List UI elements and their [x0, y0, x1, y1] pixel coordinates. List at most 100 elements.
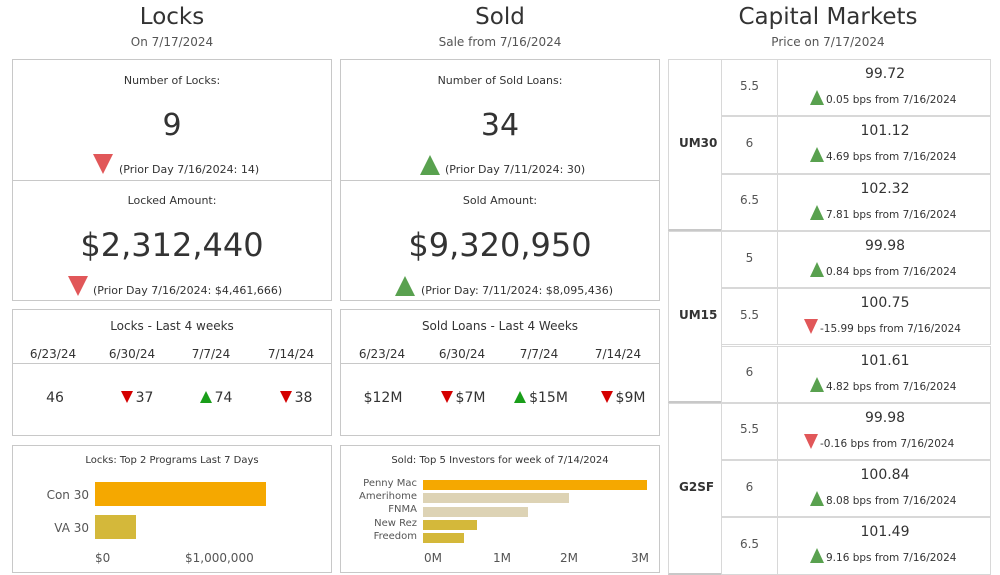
sold-amount-value: $9,320,950 — [408, 226, 592, 264]
locks-week-date: 7/7/24 — [191, 347, 231, 361]
bar[interactable] — [423, 480, 647, 490]
axis-tick-label: $0 — [95, 551, 111, 565]
bar[interactable] — [423, 493, 569, 504]
sold-week-value: $12M — [363, 390, 403, 406]
sold-investors-card[interactable]: Sold: Top 5 Investors for week of 7/14/2… — [340, 445, 660, 573]
sold-week-date: 7/14/24 — [594, 347, 642, 361]
price-cell[interactable]: 100.84 8.08 bps from 7/16/2024 — [777, 460, 991, 518]
price-value: 101.61 — [860, 352, 910, 369]
price-change: 0.05 bps from 7/16/2024 — [810, 90, 956, 106]
sold-kpi-card[interactable]: Number of Sold Loans: 34 (Prior Day 7/11… — [340, 59, 660, 301]
capital-markets-table[interactable]: UM30 5.5 99.72 0.05 bps from 7/16/2024 6 101.… — [668, 59, 991, 575]
locks-count-down-icon — [93, 154, 113, 174]
bar-category-label: VA 30 — [54, 521, 89, 535]
locks-title: Locks — [139, 4, 205, 30]
axis-tick-label: 0M — [424, 551, 442, 565]
trend-up-icon — [810, 147, 824, 163]
price-value: 100.75 — [860, 295, 910, 312]
trend-up-icon — [199, 391, 212, 403]
coupon-cell: 5.5 — [721, 402, 778, 461]
program-cell: UM15 — [668, 230, 722, 403]
coupon-label: 6 — [745, 479, 754, 494]
price-change: 0.84 bps from 7/16/2024 — [810, 261, 956, 278]
price-change: 4.69 bps from 7/16/2024 — [810, 147, 956, 163]
coupon-label: 6.5 — [739, 193, 760, 208]
price-cell[interactable]: 101.61 4.82 bps from 7/16/2024 — [777, 345, 991, 403]
price-value: 99.72 — [864, 66, 906, 82]
price-value: 100.84 — [860, 467, 910, 484]
sold-week-value: $7M — [423, 390, 503, 406]
coupon-label: 6 — [745, 365, 754, 380]
coupon-label: 5.5 — [739, 307, 760, 322]
sold-title: Sold — [475, 4, 525, 30]
locks-weeks-card[interactable]: Locks - Last 4 weeks 6/23/24 6/30/24 7/7… — [12, 309, 332, 436]
price-cell[interactable]: 99.98 -0.16 bps from 7/16/2024 — [777, 402, 991, 461]
trend-down-icon — [120, 391, 133, 403]
sold-weeks-title: Sold Loans - Last 4 Weeks — [421, 319, 579, 333]
locks-programs-card[interactable]: Locks: Top 2 Programs Last 7 Days Con 30… — [12, 445, 332, 573]
coupon-label: 5.5 — [739, 422, 760, 437]
price-value: 101.49 — [860, 524, 910, 541]
bar-category-label: Con 30 — [46, 488, 89, 502]
locks-week-value: 38 — [256, 390, 336, 406]
price-value: 99.98 — [864, 237, 906, 254]
price-cell[interactable]: 102.32 7.81 bps from 7/16/2024 — [777, 173, 991, 231]
sold-count-prior: (Prior Day 7/11/2024: 30) — [445, 163, 586, 176]
trend-up-icon — [810, 376, 824, 392]
sold-investors-bars — [423, 479, 649, 545]
price-value: 101.12 — [860, 123, 910, 140]
sold-count-up-icon — [420, 155, 440, 175]
locks-programs-title: Locks: Top 2 Programs Last 7 Days — [85, 455, 259, 466]
bar-category-label: New Rez — [374, 518, 417, 529]
sold-amount-prior: (Prior Day: 7/11/2024: $8,095,436) — [421, 284, 614, 297]
locks-count-value: 9 — [162, 108, 182, 143]
trend-up-icon — [514, 391, 527, 403]
sold-week-value: $15M — [501, 390, 581, 406]
sold-amount-up-icon — [395, 276, 415, 296]
program-cell: UM30 — [668, 59, 722, 231]
locks-weeks-title: Locks - Last 4 weeks — [110, 319, 234, 333]
coupon-label: 5 — [745, 250, 754, 265]
trend-up-icon — [810, 204, 824, 220]
price-cell[interactable]: 101.12 4.69 bps from 7/16/2024 — [777, 116, 991, 174]
divider — [13, 180, 331, 181]
program-cell: G2SF — [668, 402, 722, 575]
sold-week-date: 6/23/24 — [358, 347, 406, 361]
price-cell[interactable]: 99.98 0.84 bps from 7/16/2024 — [777, 230, 991, 289]
price-cell[interactable]: 100.75 -15.99 bps from 7/16/2024 — [777, 288, 991, 346]
price-change: 8.08 bps from 7/16/2024 — [810, 491, 956, 507]
program-label: UM15 — [679, 307, 718, 322]
axis-tick-label: $1,000,000 — [185, 551, 254, 565]
locks-amount-prior: (Prior Day 7/16/2024: $4,461,666) — [93, 284, 283, 297]
sold-subtitle: Sale from 7/16/2024 — [438, 35, 562, 49]
coupon-label: 6.5 — [739, 537, 760, 552]
locks-amount-down-icon — [68, 276, 88, 296]
divider — [341, 363, 659, 364]
locks-kpi-card[interactable]: Number of Locks: 9 (Prior Day 7/16/2024:… — [12, 59, 332, 301]
program-label: UM30 — [679, 135, 718, 150]
coupon-cell: 5.5 — [721, 288, 778, 346]
price-cell[interactable]: 99.72 0.05 bps from 7/16/2024 — [777, 59, 991, 117]
divider — [341, 180, 659, 181]
locks-week-date: 6/23/24 — [29, 347, 77, 361]
locks-count-label: Number of Locks: — [123, 74, 221, 87]
trend-down-icon — [804, 433, 818, 449]
sold-weeks-card[interactable]: Sold Loans - Last 4 Weeks 6/23/24 6/30/2… — [340, 309, 660, 436]
price-cell[interactable]: 101.49 9.16 bps from 7/16/2024 — [777, 517, 991, 575]
locks-count-prior: (Prior Day 7/16/2024: 14) — [119, 163, 260, 176]
locks-week-value: 74 — [176, 390, 256, 406]
bar[interactable] — [423, 506, 528, 517]
capital-markets-title: Capital Markets — [738, 4, 918, 30]
price-change: 7.81 bps from 7/16/2024 — [810, 204, 956, 221]
bar[interactable] — [95, 515, 136, 539]
capital-markets-subtitle: Price on 7/17/2024 — [771, 35, 885, 49]
bar[interactable] — [423, 533, 464, 544]
locks-amount-value: $2,312,440 — [80, 226, 264, 264]
price-change: -15.99 bps from 7/16/2024 — [804, 319, 961, 335]
locks-week-value: 37 — [97, 390, 177, 406]
bar[interactable] — [423, 519, 477, 530]
axis-tick-label: 3M — [631, 551, 649, 565]
coupon-cell: 6 — [721, 345, 778, 403]
coupon-cell: 6 — [721, 116, 778, 174]
bar[interactable] — [95, 482, 266, 506]
